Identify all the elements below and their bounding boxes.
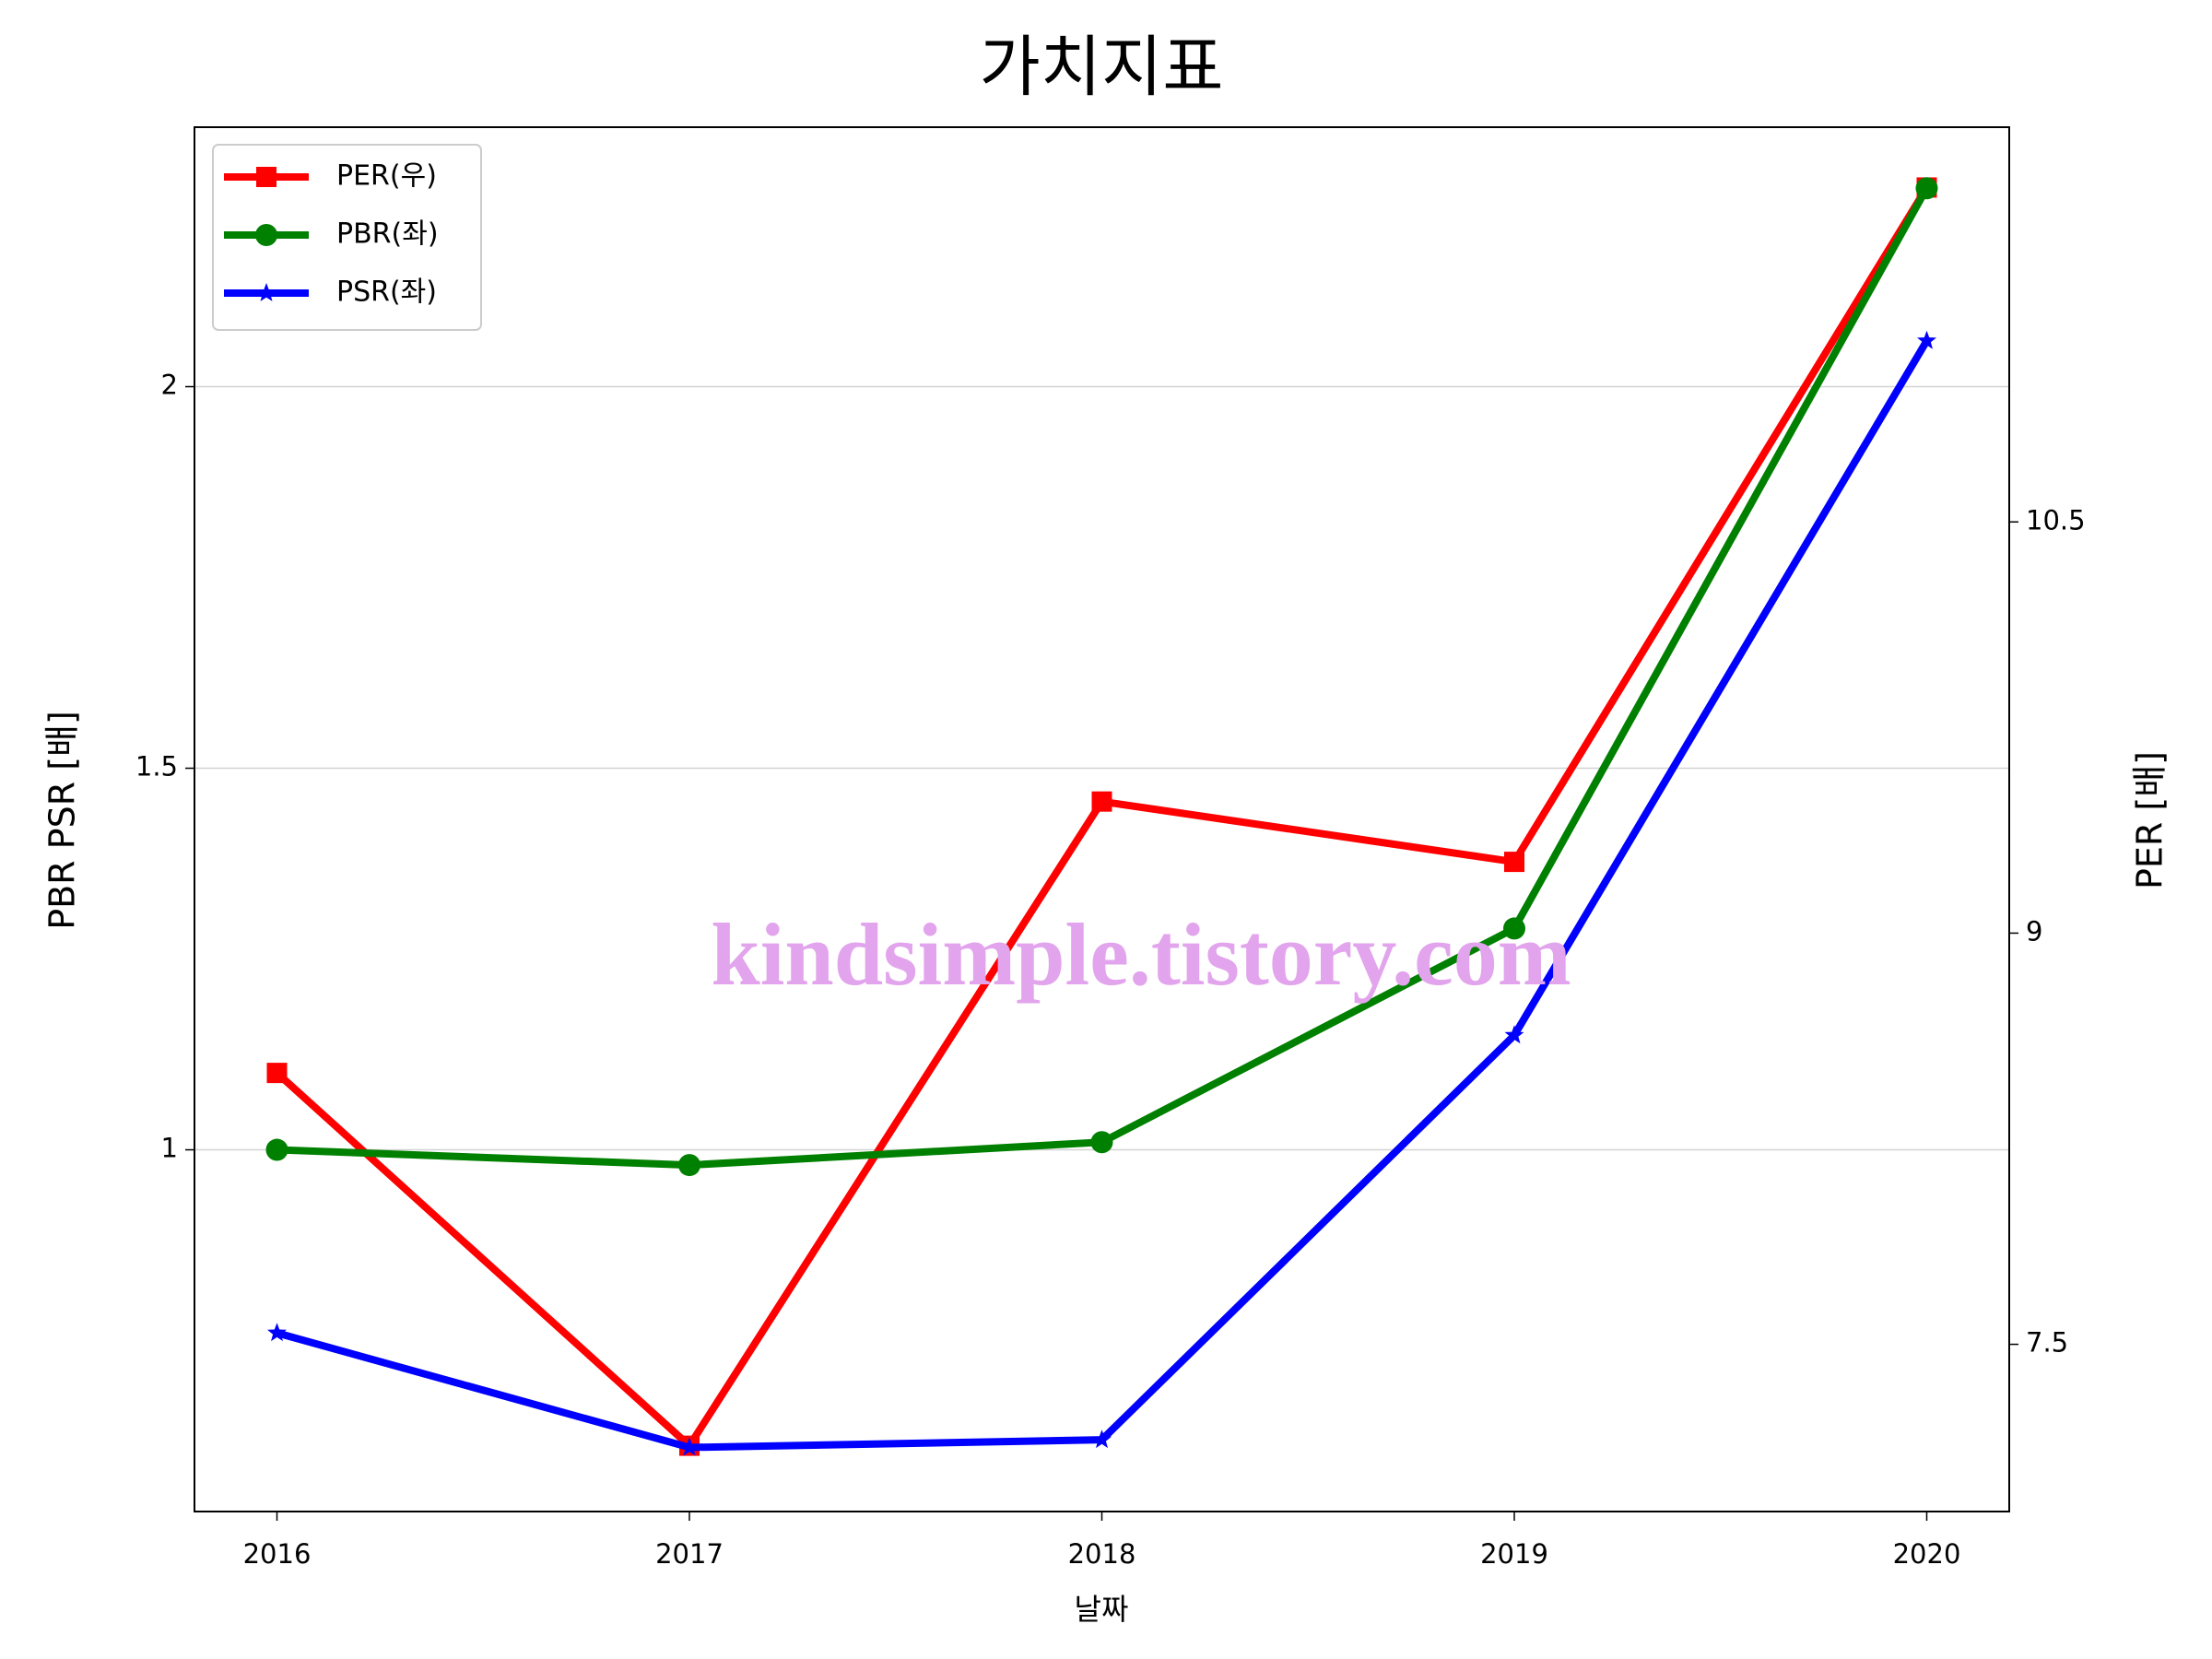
legend-marker xyxy=(255,224,277,246)
legend-label: PSR(좌) xyxy=(336,276,437,309)
x-tick-label: 2018 xyxy=(1068,1538,1136,1570)
marker xyxy=(1504,852,1524,873)
y2-tick-label: 7.5 xyxy=(2026,1327,2068,1359)
x-tick-label: 2016 xyxy=(243,1538,312,1570)
legend-marker xyxy=(256,283,276,301)
y2-tick-label: 10.5 xyxy=(2026,504,2086,535)
marker xyxy=(265,1138,288,1161)
marker xyxy=(1092,1430,1112,1449)
y2-tick-label: 9 xyxy=(2026,915,2042,947)
marker xyxy=(266,1063,288,1084)
marker xyxy=(679,1437,700,1456)
marker xyxy=(1917,330,1936,349)
x-tick-label: 2019 xyxy=(1480,1538,1548,1570)
y2-axis-label: PER [배] xyxy=(2130,751,2171,889)
legend-marker xyxy=(256,167,276,187)
legend-label: PBR(좌) xyxy=(336,218,439,251)
legend-label: PER(우) xyxy=(336,160,437,193)
y-tick-label: 2 xyxy=(161,370,178,401)
marker xyxy=(1504,1025,1524,1044)
marker xyxy=(267,1323,287,1342)
chart-title: 가치지표 xyxy=(980,29,1224,106)
y-tick-label: 1 xyxy=(161,1133,178,1164)
plot-frame xyxy=(194,126,2010,1512)
x-axis-label: 날짜 xyxy=(1075,1592,1129,1627)
y-tick-label: 1.5 xyxy=(135,751,178,782)
y-axis-label: PBR PSR [배] xyxy=(42,711,83,930)
x-tick-label: 2020 xyxy=(1893,1538,1961,1570)
watermark: kindsimple.tistory.com xyxy=(711,905,1571,1004)
marker xyxy=(678,1154,700,1177)
legend-box xyxy=(212,144,482,331)
x-tick-label: 2017 xyxy=(655,1538,724,1570)
marker xyxy=(1915,177,1938,200)
marker xyxy=(1503,917,1525,940)
marker xyxy=(1091,791,1112,812)
marker xyxy=(1090,1131,1113,1154)
